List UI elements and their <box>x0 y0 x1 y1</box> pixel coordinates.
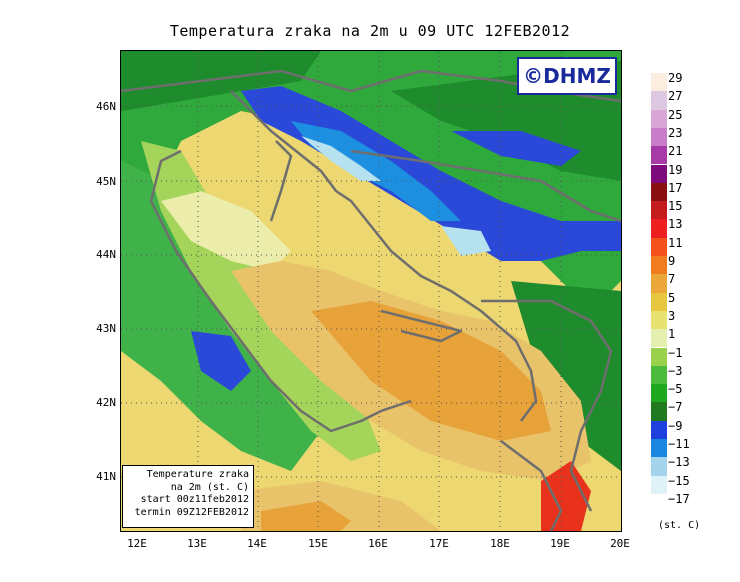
info-line-4: termin 09Z12FEB2012 <box>134 506 249 518</box>
legend-label: −17 <box>668 491 690 506</box>
legend-swatch <box>651 292 667 311</box>
legend-swatch <box>651 256 667 275</box>
lat-label-41n: 41N <box>96 470 116 483</box>
legend-swatch <box>651 439 667 458</box>
legend-label: 19 <box>668 162 683 177</box>
lat-label-43n: 43N <box>96 322 116 335</box>
legend-label: −7 <box>668 400 683 415</box>
legend-label: −3 <box>668 363 683 378</box>
legend-swatch <box>651 420 667 439</box>
legend-label: 15 <box>668 199 683 214</box>
legend-swatch <box>651 310 667 330</box>
lon-label-14e: 14E <box>247 537 267 550</box>
info-line-2: na 2m (st. C) <box>170 481 249 493</box>
map-canvas <box>121 51 621 531</box>
field-dark-green-se <box>511 281 621 471</box>
legend-label: 3 <box>668 308 676 323</box>
lat-label-42n: 42N <box>96 396 116 409</box>
legend-swatch <box>651 274 667 293</box>
legend-label: 23 <box>668 125 683 140</box>
legend-swatch <box>651 146 667 165</box>
legend-swatch <box>651 91 667 110</box>
legend-swatch <box>651 219 667 238</box>
lon-label-17e: 17E <box>429 537 449 550</box>
legend-swatch <box>651 127 667 147</box>
legend-swatch <box>651 475 667 494</box>
legend-label: 9 <box>668 254 676 268</box>
legend-swatch <box>651 164 667 183</box>
field-blue-sw <box>191 331 251 391</box>
legend-label: 5 <box>668 290 676 305</box>
lon-label-20e: 20E <box>610 537 630 550</box>
field-blue-alps <box>241 86 621 261</box>
legend-label: 11 <box>668 235 683 250</box>
legend-swatch <box>651 73 667 92</box>
legend-swatch <box>651 329 667 348</box>
field-blue-ne <box>451 131 581 166</box>
info-line-1: Temperature zraka <box>146 469 249 480</box>
legend-swatch <box>651 493 667 513</box>
lon-label-15e: 15E <box>308 537 328 550</box>
legend-label: −5 <box>668 382 683 397</box>
info-line-3: start 00z11feb2012 <box>140 494 249 505</box>
map-title: Temperatura zraka na 2m u 09 UTC 12FEB20… <box>169 22 571 40</box>
legend-label: 13 <box>668 217 683 232</box>
legend-label: 25 <box>668 107 683 122</box>
field-sky <box>291 121 461 221</box>
legend-label: 29 <box>668 71 683 85</box>
legend-label: −15 <box>668 473 690 488</box>
legend-swatch <box>651 182 667 202</box>
field-ice-2 <box>441 226 491 256</box>
lon-label-18e: 18E <box>490 537 510 550</box>
legend-label: −9 <box>668 418 683 433</box>
legend-swatch <box>651 365 667 385</box>
field-red-se <box>541 461 591 531</box>
legend-label: −11 <box>668 437 690 451</box>
legend-swatch <box>651 237 667 256</box>
legend-swatch <box>651 109 667 128</box>
legend-units: (st. C) <box>658 520 701 531</box>
lon-label-13e: 13E <box>187 537 207 550</box>
field-orange-south <box>261 501 351 531</box>
field-ice <box>301 136 381 181</box>
legend-swatch <box>651 457 667 476</box>
legend-label: 7 <box>668 272 676 287</box>
lat-label-46n: 46N <box>96 100 116 113</box>
legend-label: 21 <box>668 144 683 159</box>
legend-label: 1 <box>668 327 676 342</box>
dhmz-logo: ©DHMZ <box>517 57 617 95</box>
field-dark-green-nw <box>121 51 321 111</box>
graticule <box>121 51 621 531</box>
lon-label-16e: 16E <box>368 537 388 550</box>
legend-label: −13 <box>668 455 690 470</box>
field-orange <box>311 301 551 441</box>
lat-label-44n: 44N <box>96 248 116 261</box>
legend-swatch <box>651 384 667 403</box>
legend-swatch <box>651 201 667 220</box>
lon-label-12e: 12E <box>127 537 147 550</box>
legend-label: 27 <box>668 89 683 104</box>
lat-label-45n: 45N <box>96 175 116 188</box>
info-box: Temperature zraka na 2m (st. C) start 00… <box>122 465 254 528</box>
temperature-map <box>120 50 622 532</box>
legend-label: −1 <box>668 345 683 360</box>
legend-swatch <box>651 347 667 366</box>
legend-swatch <box>651 402 667 421</box>
lon-label-19e: 19E <box>550 537 570 550</box>
legend-label: 17 <box>668 180 683 195</box>
